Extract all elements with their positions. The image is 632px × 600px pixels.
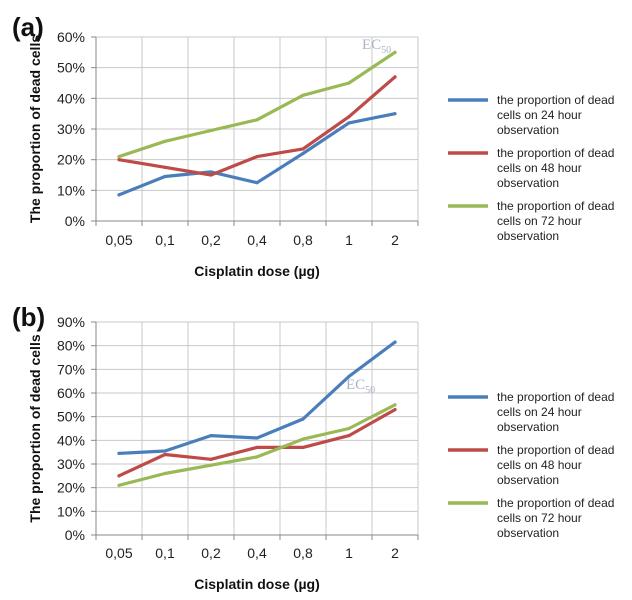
x-tick-label: 0,8 — [293, 545, 313, 561]
x-tick-label: 0,1 — [155, 545, 175, 561]
data-point — [347, 434, 351, 438]
data-point — [163, 449, 167, 453]
data-point — [209, 170, 213, 174]
y-tick-label: 40% — [57, 90, 85, 106]
data-point — [301, 147, 305, 151]
data-point — [301, 151, 305, 156]
y-tick-label: 30% — [57, 456, 85, 472]
panel-label: (b) — [12, 302, 45, 332]
data-point — [347, 115, 351, 119]
x-tick-label: 0,8 — [293, 232, 313, 248]
data-point — [347, 426, 351, 431]
legend: the proportion of dead cells on 24 hour ob… — [448, 93, 614, 243]
y-tick-label: 10% — [57, 503, 85, 519]
data-point — [209, 173, 213, 177]
data-point — [255, 436, 259, 440]
legend-label: the proportion of dead cells on 72 hour ob… — [497, 496, 614, 540]
chart-panel-b: (b) 0% 10% 20% 30% 40% 50% 60% 70% 80% 90% 0,05 0,1 0… — [12, 302, 614, 592]
y-axis-label: The proportion of dead cells — [27, 35, 43, 223]
y-tick-label: 80% — [57, 338, 85, 354]
y-tick-label: 90% — [57, 314, 85, 330]
y-tick-label: 0% — [65, 213, 85, 229]
x-tick-label: 0,4 — [247, 545, 267, 561]
x-tick-label: 0,4 — [247, 232, 267, 248]
data-point — [393, 403, 397, 407]
data-point — [255, 181, 259, 185]
series-line-48h — [117, 75, 397, 177]
x-tick-label: 1 — [345, 232, 353, 248]
y-tick-label: 30% — [57, 121, 85, 137]
x-tick-label: 1 — [345, 545, 353, 561]
y-axis-label: The proportion of dead cells — [27, 334, 43, 522]
x-axis-label: Cisplatin dose (µg) — [194, 576, 320, 592]
data-point — [117, 483, 121, 487]
data-point — [117, 474, 121, 478]
y-tick-label: 60% — [57, 29, 85, 45]
y-tick-label: 0% — [65, 527, 85, 543]
legend-label: the proportion of dead cells on 24 hour ob… — [497, 390, 614, 434]
data-point — [347, 121, 351, 125]
data-point — [255, 155, 259, 159]
y-tick-label: 40% — [57, 432, 85, 448]
data-point — [163, 174, 167, 179]
data-point — [255, 445, 259, 450]
data-point — [255, 118, 259, 122]
x-tick-label: 0,2 — [201, 232, 221, 248]
ec50-annotation: EC50 — [362, 37, 391, 56]
y-tick-label: 50% — [57, 60, 85, 76]
y-tick-label: 70% — [57, 361, 85, 377]
data-point — [209, 128, 213, 133]
legend-label: the proportion of dead cells on 72 hour ob… — [497, 199, 614, 243]
data-point — [347, 81, 351, 85]
data-point — [209, 463, 213, 467]
x-tick-label: 0,05 — [105, 232, 132, 248]
data-point — [393, 112, 397, 116]
data-point — [163, 139, 167, 143]
data-point — [209, 434, 213, 438]
data-point — [393, 407, 397, 412]
data-point — [301, 93, 305, 97]
x-tick-label: 0,1 — [155, 232, 175, 248]
data-point — [393, 340, 397, 344]
data-point — [117, 158, 121, 162]
legend-label: the proportion of dead cells on 48 hour ob… — [497, 443, 614, 487]
data-point — [301, 445, 305, 450]
data-point — [117, 451, 121, 455]
data-point — [347, 374, 351, 379]
data-point — [163, 452, 167, 457]
x-axis-label: Cisplatin dose (µg) — [194, 263, 320, 279]
x-tick-label: 2 — [391, 232, 399, 248]
x-tick-label: 2 — [391, 545, 399, 561]
series-line-48h — [117, 408, 397, 478]
data-point — [255, 455, 259, 459]
x-tick-label: 0,05 — [105, 545, 132, 561]
data-point — [209, 457, 213, 461]
legend-label: the proportion of dead cells on 24 hour ob… — [497, 93, 614, 137]
data-point — [163, 165, 167, 169]
y-tick-label: 20% — [57, 152, 85, 168]
y-tick-label: 50% — [57, 409, 85, 425]
data-point — [117, 193, 121, 197]
panel-label: (a) — [12, 12, 44, 42]
data-point — [163, 471, 167, 476]
data-point — [301, 417, 305, 421]
ec50-annotation: EC50 — [346, 377, 375, 396]
x-tick-label: 0,2 — [201, 545, 221, 561]
data-point — [301, 437, 305, 441]
y-tick-label: 20% — [57, 480, 85, 496]
y-tick-label: 60% — [57, 385, 85, 401]
data-point — [393, 50, 397, 54]
chart-panel-a: (a) 0% 10% 20% 30% 40% 50% 60% 0,05 0,1 0,2 0,4 0,8 1… — [12, 12, 614, 279]
data-point — [393, 75, 397, 79]
data-point — [117, 155, 121, 159]
legend: the proportion of dead cells on 24 hour ob… — [448, 390, 614, 540]
legend-label: the proportion of dead cells on 48 hour ob… — [497, 146, 614, 190]
y-tick-label: 10% — [57, 182, 85, 198]
